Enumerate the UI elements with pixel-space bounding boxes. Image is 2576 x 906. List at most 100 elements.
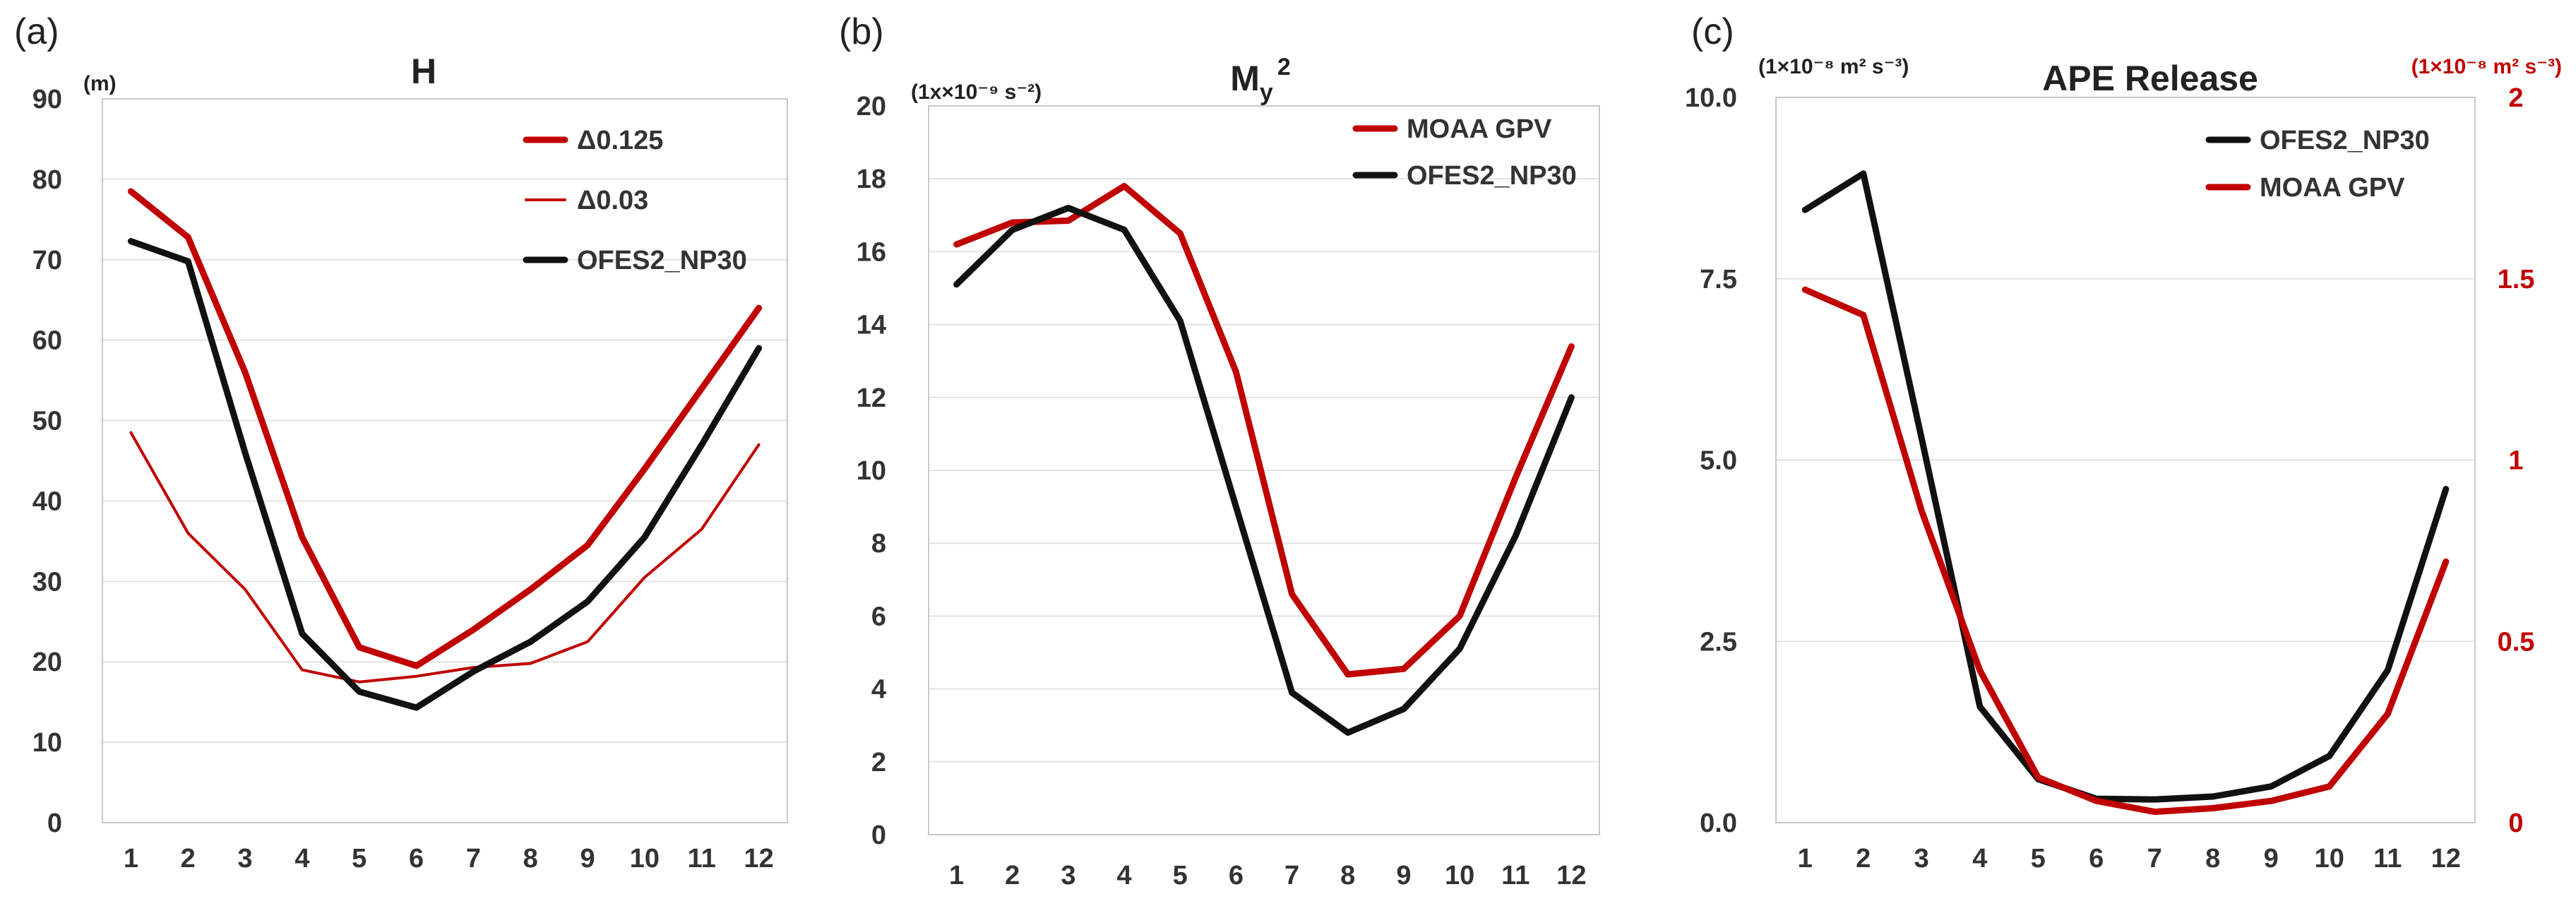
x-tick-label: 4 — [1117, 861, 1132, 890]
panel-c-y-unit-left: (1×10⁻⁸ m² s⁻³) — [1758, 55, 1909, 78]
x-tick-label: 11 — [688, 844, 716, 874]
series-line-ofes2-np30 — [953, 205, 1575, 736]
x-tick-label: 2 — [1856, 844, 1871, 874]
x-tick-label: 7 — [466, 844, 481, 874]
y-tick-label: 90 — [32, 85, 62, 114]
x-tick-label: 11 — [1501, 861, 1530, 890]
y-tick-label: 2.5 — [1700, 627, 1737, 657]
legend-label: OFES2_NP30 — [1407, 161, 1577, 191]
x-tick-label: 4 — [1972, 844, 1987, 874]
x-tick-label: 5 — [352, 844, 366, 874]
panel-b: (b) My2 (1x×10⁻⁹ s⁻²) 024681012141618201… — [839, 11, 1600, 890]
x-tick-label: 10 — [2315, 844, 2344, 874]
x-tick-label: 5 — [2031, 844, 2046, 874]
panel-b-title-superscript: 2 — [1277, 54, 1291, 81]
y-tick-label: 18 — [857, 165, 886, 194]
y-tick-label: 10 — [32, 728, 62, 758]
x-tick-label: 8 — [2205, 844, 2220, 874]
panel-a-y-unit: (m) — [83, 72, 117, 95]
panel-b-label: (b) — [839, 11, 884, 52]
x-tick-label: 3 — [1914, 844, 1929, 874]
x-tick-label: 3 — [238, 844, 253, 874]
y-tick-label: 20 — [32, 648, 62, 677]
x-tick-label: 7 — [1284, 861, 1299, 890]
legend-label: OFES2_NP30 — [577, 246, 747, 275]
panel-a-title: H — [411, 52, 436, 91]
x-tick-label: 6 — [1229, 861, 1244, 890]
panel-b-title: My2 — [1230, 54, 1291, 106]
series-line-moaa-gpv — [1801, 286, 2450, 816]
panel-b-y-unit: (1x×10⁻⁹ s⁻²) — [911, 81, 1042, 104]
panel-c-title: APE Release — [2042, 59, 2258, 98]
y-tick-label: 12 — [857, 383, 886, 413]
y-tick-label: 30 — [32, 567, 62, 597]
x-tick-label: 5 — [1173, 861, 1188, 890]
x-tick-label: 2 — [1005, 861, 1020, 890]
x-tick-label: 1 — [1798, 844, 1813, 874]
y2-tick-label: 1.5 — [2498, 265, 2535, 294]
y2-tick-label: 0.5 — [2498, 627, 2535, 657]
y-tick-label: 2 — [871, 748, 886, 777]
series-line--0-125 — [127, 188, 763, 669]
x-tick-label: 12 — [2431, 844, 2461, 874]
x-tick-label: 1 — [124, 844, 138, 874]
series-line-ofes2-np30 — [127, 238, 763, 711]
x-tick-label: 9 — [1396, 861, 1411, 890]
y-tick-label: 20 — [857, 92, 886, 121]
y-tick-label: 0 — [47, 809, 62, 838]
x-tick-label: 10 — [1445, 861, 1474, 890]
panel-c-label: (c) — [1691, 11, 1734, 52]
x-tick-label: 9 — [2264, 844, 2279, 874]
legend-label: OFES2_NP30 — [2260, 126, 2430, 155]
x-tick-label: 6 — [409, 844, 424, 874]
y-tick-label: 50 — [32, 407, 62, 436]
plot-frame — [1775, 97, 2476, 823]
x-tick-label: 3 — [1061, 861, 1075, 890]
y-tick-label: 8 — [871, 529, 886, 559]
x-tick-label: 1 — [949, 861, 964, 890]
x-tick-label: 10 — [630, 844, 660, 874]
panel-c: (c) APE Release (1×10⁻⁸ m² s⁻³) (1×10⁻⁸ … — [1685, 11, 2562, 874]
y-tick-label: 4 — [871, 675, 886, 705]
y-tick-label: 40 — [32, 487, 62, 516]
y2-tick-label: 1 — [2508, 446, 2523, 476]
plot-frame — [928, 105, 1600, 835]
panel-a-label: (a) — [14, 11, 59, 52]
y-tick-label: 70 — [32, 246, 62, 275]
x-tick-label: 12 — [1556, 861, 1586, 890]
x-tick-label: 8 — [523, 844, 538, 874]
x-tick-label: 6 — [2089, 844, 2104, 874]
y-tick-label: 6 — [871, 602, 886, 631]
y2-tick-label: 2 — [2508, 83, 2523, 113]
y-tick-label: 14 — [857, 311, 886, 340]
y-tick-label: 5.0 — [1700, 446, 1737, 476]
x-tick-label: 2 — [181, 844, 196, 874]
legend-label: MOAA GPV — [2260, 173, 2405, 203]
x-tick-label: 11 — [2373, 844, 2402, 874]
y-tick-label: 80 — [32, 165, 62, 195]
y-tick-label: 0.0 — [1700, 809, 1737, 838]
legend-label: Δ0.125 — [577, 126, 663, 155]
plot-frame — [102, 98, 788, 823]
y-tick-label: 0 — [871, 821, 886, 850]
y-tick-label: 60 — [32, 326, 62, 356]
y-tick-label: 10 — [857, 456, 886, 486]
y-tick-label: 16 — [857, 237, 886, 267]
y-tick-label: 7.5 — [1700, 265, 1737, 294]
x-tick-label: 12 — [744, 844, 773, 874]
panel-b-title-main: M — [1230, 59, 1260, 98]
series-line-moaa-gpv — [953, 183, 1575, 678]
x-tick-label: 7 — [2147, 844, 2162, 874]
series-line--0-03 — [129, 431, 761, 684]
panel-b-title-subscript: y — [1260, 79, 1273, 106]
series-line-ofes2-np30 — [1801, 170, 2450, 803]
y-tick-label: 10.0 — [1685, 83, 1737, 113]
legend-label: Δ0.03 — [577, 186, 648, 215]
y2-tick-label: 0 — [2508, 809, 2523, 838]
x-tick-label: 4 — [294, 844, 309, 874]
panel-c-y-unit-right: (1×10⁻⁸ m² s⁻³) — [2411, 55, 2562, 78]
x-tick-label: 9 — [580, 844, 595, 874]
legend-label: MOAA GPV — [1407, 114, 1552, 144]
